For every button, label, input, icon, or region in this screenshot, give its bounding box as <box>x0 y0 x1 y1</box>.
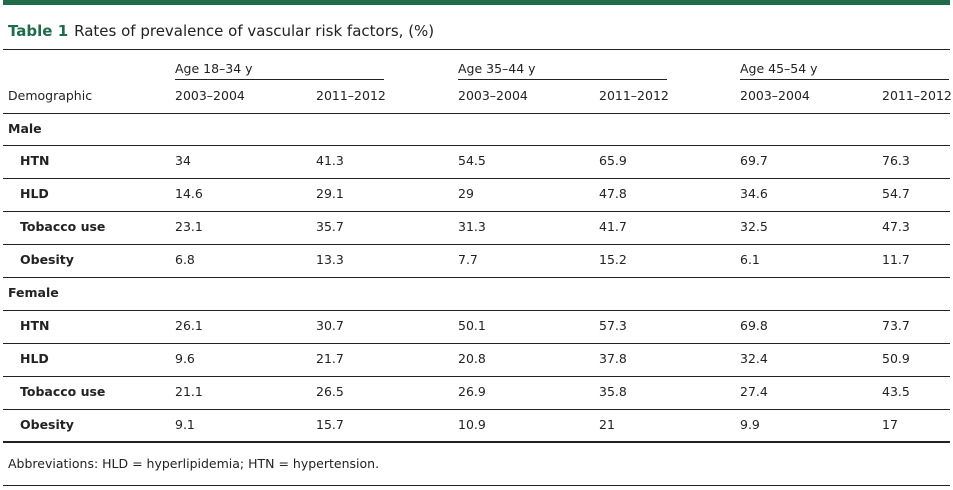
stub-header: Demographic <box>8 88 93 103</box>
row-label: Tobacco use <box>20 219 106 234</box>
table-cell: 17 <box>882 417 898 432</box>
table-cell: 54.7 <box>882 186 910 201</box>
table-cell: 6.8 <box>175 252 195 267</box>
age-group-header-2: Age 35–44 y <box>458 61 536 76</box>
footer-rule <box>3 485 950 486</box>
table-cell: 6.1 <box>740 252 760 267</box>
row-rule <box>3 244 950 245</box>
table-cell: 30.7 <box>316 318 344 333</box>
top-accent-rule <box>3 0 950 5</box>
table-bottom-rule <box>3 441 950 443</box>
year-header: 2003–2004 <box>175 88 245 103</box>
row-rule <box>3 211 950 212</box>
table-cell: 7.7 <box>458 252 478 267</box>
table-cell: 9.6 <box>175 351 195 366</box>
table-cell: 20.8 <box>458 351 486 366</box>
table-cell: 29.1 <box>316 186 344 201</box>
row-label: Tobacco use <box>20 384 106 399</box>
table-cell: 43.5 <box>882 384 910 399</box>
age-group-underline-1 <box>175 79 384 80</box>
table-cell: 11.7 <box>882 252 910 267</box>
table-cell: 35.8 <box>599 384 627 399</box>
table-cell: 15.7 <box>316 417 344 432</box>
table-cell: 50.1 <box>458 318 486 333</box>
year-header: 2011–2012 <box>599 88 669 103</box>
table-cell: 69.7 <box>740 153 768 168</box>
table-cell: 10.9 <box>458 417 486 432</box>
table-cell: 32.5 <box>740 219 768 234</box>
table-cell: 35.7 <box>316 219 344 234</box>
table-cell: 32.4 <box>740 351 768 366</box>
row-label: HTN <box>20 153 50 168</box>
row-label: HLD <box>20 351 49 366</box>
table-cell: 15.2 <box>599 252 627 267</box>
table-cell: 23.1 <box>175 219 203 234</box>
table-cell: 69.8 <box>740 318 768 333</box>
table-cell: 76.3 <box>882 153 910 168</box>
table-cell: 14.6 <box>175 186 203 201</box>
row-rule <box>3 310 950 311</box>
row-label: HLD <box>20 186 49 201</box>
table-title: Rates of prevalence of vascular risk fac… <box>74 22 435 40</box>
table-cell: 13.3 <box>316 252 344 267</box>
age-group-header-3: Age 45–54 y <box>740 61 818 76</box>
table-cell: 57.3 <box>599 318 627 333</box>
age-group-underline-2 <box>458 79 667 80</box>
table-cell: 26.1 <box>175 318 203 333</box>
table-cell: 47.8 <box>599 186 627 201</box>
table-cell: 27.4 <box>740 384 768 399</box>
table-cell: 31.3 <box>458 219 486 234</box>
row-rule <box>3 376 950 377</box>
table-cell: 34 <box>175 153 191 168</box>
table-cell: 54.5 <box>458 153 486 168</box>
table-cell: 47.3 <box>882 219 910 234</box>
table-cell: 34.6 <box>740 186 768 201</box>
year-header: 2003–2004 <box>458 88 528 103</box>
year-header: 2003–2004 <box>740 88 810 103</box>
table-cell: 73.7 <box>882 318 910 333</box>
row-label: Obesity <box>20 417 74 432</box>
table-cell: 26.5 <box>316 384 344 399</box>
section-heading-female: Female <box>8 285 59 300</box>
table-cell: 26.9 <box>458 384 486 399</box>
table-cell: 29 <box>458 186 474 201</box>
year-header: 2011–2012 <box>882 88 952 103</box>
row-label: Obesity <box>20 252 74 267</box>
year-header: 2011–2012 <box>316 88 386 103</box>
row-label: HTN <box>20 318 50 333</box>
header-bottom-rule <box>3 113 950 114</box>
table-cell: 21 <box>599 417 615 432</box>
section-heading-male: Male <box>8 121 42 136</box>
row-rule <box>3 277 950 278</box>
age-group-underline-3 <box>740 79 949 80</box>
table-cell: 65.9 <box>599 153 627 168</box>
table-cell: 21.1 <box>175 384 203 399</box>
header-top-rule <box>3 49 950 50</box>
table-cell: 41.7 <box>599 219 627 234</box>
table-cell: 50.9 <box>882 351 910 366</box>
age-group-header-1: Age 18–34 y <box>175 61 253 76</box>
row-rule <box>3 178 950 179</box>
row-rule <box>3 343 950 344</box>
row-rule <box>3 409 950 410</box>
table-cell: 41.3 <box>316 153 344 168</box>
table-label: Table 1 <box>8 22 69 40</box>
table-cell: 9.1 <box>175 417 195 432</box>
table-cell: 9.9 <box>740 417 760 432</box>
table-footnote: Abbreviations: HLD = hyperlipidemia; HTN… <box>8 456 380 471</box>
table-caption: Table 1 Rates of prevalence of vascular r… <box>8 22 434 40</box>
table-cell: 37.8 <box>599 351 627 366</box>
table-cell: 21.7 <box>316 351 344 366</box>
row-rule <box>3 145 950 146</box>
